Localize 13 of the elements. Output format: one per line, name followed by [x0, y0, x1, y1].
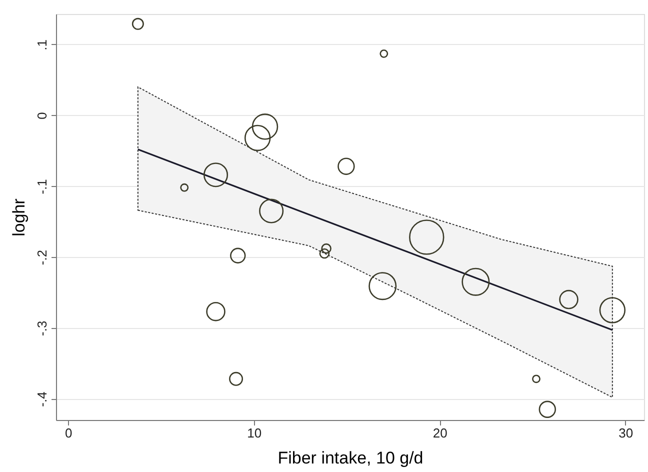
y-axis-title: loghr [10, 198, 28, 236]
line-series [137, 148, 614, 331]
y-tick-label: -.3 [34, 320, 50, 336]
y-tick-label: -.2 [34, 250, 50, 266]
x-tick-label: 20 [432, 426, 448, 440]
y-tick-label: -.4 [34, 392, 50, 407]
y-tick-label: .1 [34, 40, 50, 50]
x-axis-title: Fiber intake, 10 g/d [278, 448, 424, 468]
x-tick-label: 0 [64, 426, 72, 440]
x-tick-label: 30 [618, 426, 634, 440]
y-tick-label: -.1 [34, 179, 50, 194]
x-tick-label: 10 [247, 426, 262, 440]
y-tick-label: 0 [34, 112, 50, 120]
